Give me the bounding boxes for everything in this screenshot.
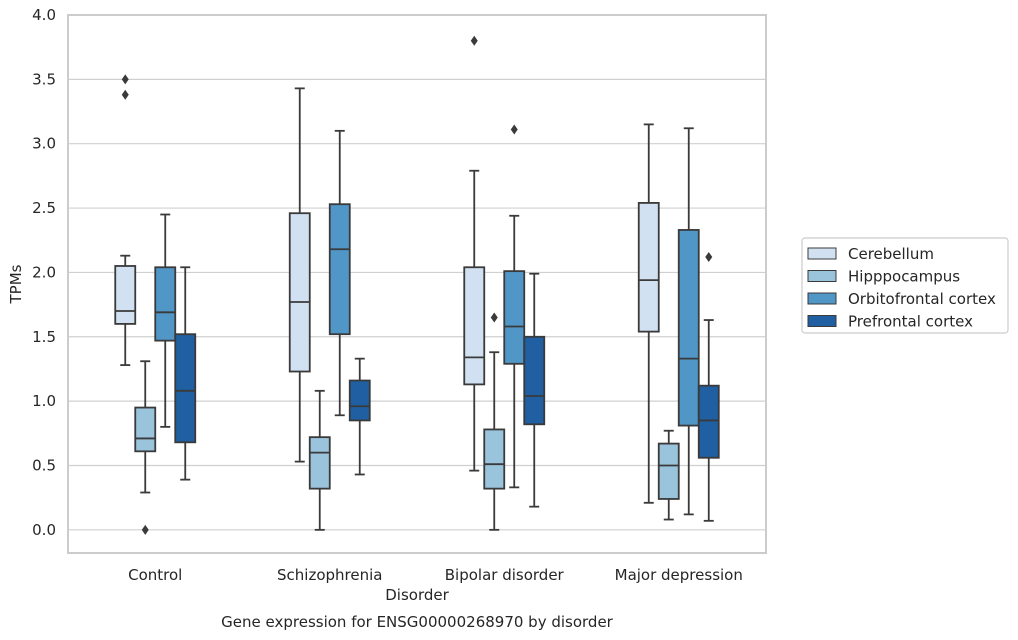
legend-label: Cerebellum (848, 245, 934, 263)
iqr-box (637, 202, 660, 333)
iqr-box (483, 428, 506, 490)
legend-frame (801, 237, 1009, 334)
legend: Cerebellum Hipppocampus Orbitofrontal cort… (801, 237, 1009, 334)
y-tick-label: 1.0 (32, 392, 56, 410)
y-tick-label: 0.0 (32, 521, 56, 539)
box-orbitofrontal-cortex (154, 213, 177, 428)
iqr-box (677, 229, 700, 427)
iqr-box (288, 212, 311, 373)
outlier-point (121, 74, 129, 85)
y-tick-label: 0.5 (32, 456, 56, 474)
iqr-box (328, 203, 351, 336)
axis-ticks: 0.0 0.5 1.0 1.5 2.0 2.5 3.0 3.5 4.0 Control Schizo… (32, 6, 743, 584)
iqr-box (503, 270, 526, 365)
iqr-box (523, 335, 546, 426)
box-hipppocampus (308, 389, 331, 531)
box-hipppocampus (483, 312, 506, 531)
box-cerebellum (463, 35, 486, 472)
box-series (114, 35, 720, 535)
box-prefrontal-cortex (348, 357, 371, 476)
y-tick-label: 2.0 (32, 263, 56, 281)
outlier-point (141, 524, 149, 535)
box-hipppocampus (134, 360, 157, 535)
y-tick-label: 2.5 (32, 199, 56, 217)
legend-label: Orbitofrontal cortex (848, 290, 996, 308)
iqr-box (657, 442, 680, 500)
iqr-box (154, 266, 177, 342)
plot-frame (67, 14, 767, 554)
legend-swatch (807, 292, 837, 305)
y-tick-label: 3.5 (32, 70, 56, 88)
outlier-point (470, 35, 478, 46)
outlier-point (121, 89, 129, 100)
y-tick-label: 3.0 (32, 135, 56, 153)
box-orbitofrontal-cortex (677, 127, 700, 516)
outlier-point (510, 124, 518, 135)
x-tick-label: Control (128, 566, 182, 584)
iqr-box (114, 265, 137, 325)
box-cerebellum (637, 123, 660, 504)
legend-swatch (807, 247, 837, 260)
box-prefrontal-cortex (174, 266, 197, 481)
legend-label: Prefrontal cortex (848, 313, 973, 331)
y-tick-label: 1.5 (32, 328, 56, 346)
iqr-box (174, 333, 197, 444)
iqr-box (348, 379, 371, 422)
box-cerebellum (288, 87, 311, 463)
x-axis-label: Disorder (385, 586, 449, 604)
x-tick-label: Bipolar disorder (445, 566, 565, 584)
box-prefrontal-cortex (523, 272, 546, 508)
legend-label: Hipppocampus (848, 268, 960, 286)
outlier-point (490, 312, 498, 323)
iqr-box (463, 266, 486, 386)
box-orbitofrontal-cortex (503, 124, 526, 489)
iqr-box (134, 406, 157, 453)
box-hipppocampus (657, 429, 680, 521)
box-cerebellum (114, 74, 137, 366)
chart-caption: Gene expression for ENSG00000268970 by d… (221, 613, 614, 631)
box-orbitofrontal-cortex (328, 129, 351, 417)
x-tick-label: Schizophrenia (277, 566, 382, 584)
legend-swatch (807, 315, 837, 327)
y-axis-label: TPMs (7, 264, 25, 304)
iqr-box (308, 436, 331, 490)
legend-swatch (807, 270, 837, 282)
outlier-point (705, 251, 713, 262)
x-tick-label: Major depression (615, 566, 743, 584)
box-prefrontal-cortex (697, 251, 720, 522)
y-tick-label: 4.0 (32, 6, 56, 24)
iqr-box (697, 384, 720, 459)
